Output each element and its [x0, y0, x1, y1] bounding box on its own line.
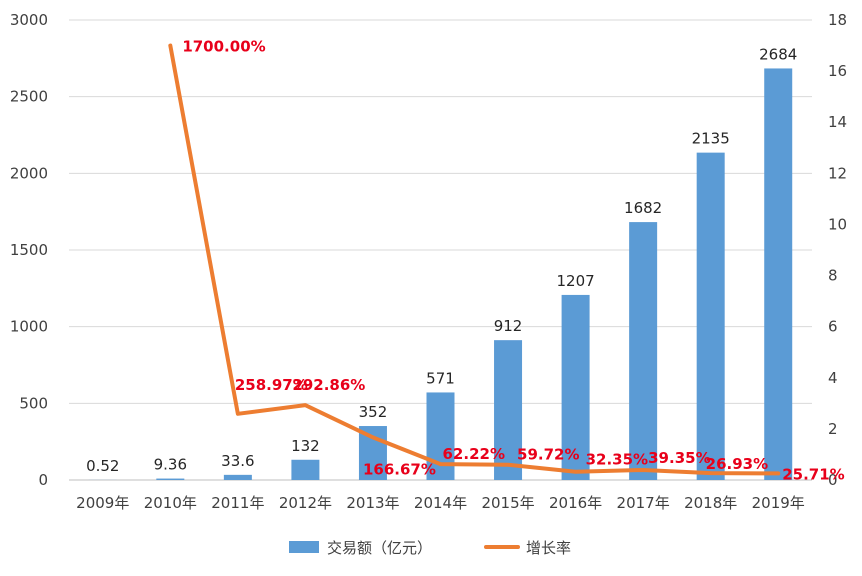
legend-line-label: 增长率 — [526, 539, 571, 557]
bar — [696, 152, 725, 480]
bar — [156, 478, 185, 480]
right-tick-label: 4 — [828, 369, 838, 387]
category-label: 2014年 — [414, 494, 467, 512]
rate-data-label: 1700.00% — [182, 38, 265, 56]
category-label: 2013年 — [346, 494, 399, 512]
bar — [291, 459, 320, 480]
rate-data-label: 292.86% — [292, 376, 365, 394]
right-tick-label: 14 — [828, 113, 847, 131]
category-label: 2015年 — [481, 494, 534, 512]
left-tick-label: 0 — [38, 471, 48, 489]
bar — [223, 474, 252, 480]
bar-data-label: 0.52 — [86, 457, 119, 475]
right-tick-label: 12 — [828, 164, 847, 182]
bar-data-label: 33.6 — [221, 452, 254, 470]
growth-rate-line — [168, 43, 781, 476]
rate-data-label: 166.67% — [363, 460, 436, 478]
bar — [561, 294, 590, 480]
right-tick-label: 16 — [828, 62, 847, 80]
bar-data-label: 912 — [494, 317, 523, 335]
category-label: 2017年 — [617, 494, 670, 512]
left-axis-ticks: 0 500 1000 1500 2000 2500 3000 — [10, 11, 48, 489]
rate-data-label: 26.93% — [706, 455, 768, 473]
bar-data-label: 2684 — [759, 45, 797, 63]
rate-data-label: 25.71% — [782, 465, 844, 483]
bar-data-labels: 0.52 9.36 33.6 132 352 571 912 1207 1682 2135 2684 — [86, 45, 797, 474]
right-tick-label: 2 — [828, 420, 838, 438]
left-tick-label: 500 — [19, 394, 48, 412]
category-label: 2011年 — [211, 494, 264, 512]
legend-bar-label: 交易额（亿元） — [327, 539, 432, 557]
right-tick-label: 0 — [828, 471, 838, 489]
rate-data-label: 59.72% — [517, 446, 579, 464]
bar — [764, 68, 793, 480]
legend: 交易额（亿元） 增长率 — [289, 539, 571, 557]
category-label: 2019年 — [752, 494, 805, 512]
bar-data-label: 9.36 — [154, 456, 187, 474]
left-tick-label: 1500 — [10, 241, 48, 259]
category-label: 2012年 — [279, 494, 332, 512]
bar-data-label: 132 — [291, 437, 320, 455]
bar-data-label: 352 — [359, 403, 388, 421]
right-axis-ticks: 0 2 4 6 8 10 12 14 16 18 — [828, 11, 847, 489]
left-tick-label: 2500 — [10, 88, 48, 106]
rate-data-label: 62.22% — [443, 445, 505, 463]
legend-bar-swatch — [289, 541, 319, 553]
right-tick-label: 10 — [828, 215, 847, 233]
bar-data-label: 571 — [426, 369, 455, 387]
category-axis-labels: 2009年 2010年 2011年 2012年 2013年 2014年 2015年 2016年… — [76, 494, 805, 512]
bar-data-label: 2135 — [692, 130, 730, 148]
rate-data-label: 258.97% — [235, 376, 308, 394]
bar-data-label: 1207 — [556, 272, 594, 290]
rate-data-label: 32.35% — [586, 451, 648, 469]
right-tick-label: 8 — [828, 267, 838, 285]
left-tick-label: 1000 — [10, 318, 48, 336]
category-label: 2018年 — [684, 494, 737, 512]
left-tick-label: 3000 — [10, 11, 48, 29]
category-label: 2010年 — [144, 494, 197, 512]
left-tick-label: 2000 — [10, 164, 48, 182]
right-tick-label: 18 — [828, 11, 847, 29]
bar — [629, 222, 658, 481]
bar-series — [88, 68, 793, 481]
line-series — [168, 43, 781, 476]
rate-data-label: 39.35% — [648, 449, 710, 467]
bar-data-label: 1682 — [624, 199, 662, 217]
category-label: 2016年 — [549, 494, 602, 512]
right-tick-label: 6 — [828, 318, 838, 336]
bar — [494, 340, 523, 480]
category-label: 2009年 — [76, 494, 129, 512]
line-data-labels: 1700.00% 258.97%292.86% 166.67% 62.22% 59.72… — [182, 38, 844, 484]
